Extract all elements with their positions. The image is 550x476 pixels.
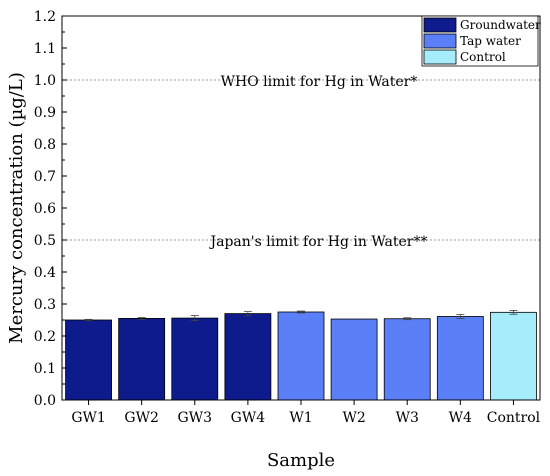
y-tick-label: 1.2 [34,9,56,25]
y-axis: 0.0 0.1 0.2 0.3 0.4 0.5 0.6 0.7 0.8 0.9 1.0 1.1 1.2 [34,9,67,409]
bar-control [490,311,537,401]
bar-w4 [436,316,484,401]
x-axis: GW1 GW2 GW3 GW4 W1 W2 W3 W4 Control [71,400,541,426]
bars [65,311,537,401]
legend-label-groundwater: Groundwater [460,18,541,32]
x-axis-title: Sample [267,450,335,471]
y-tick-label: 0.5 [34,233,56,249]
x-tick-label-control: Control [487,410,541,426]
y-tick-label: 0.7 [34,169,56,185]
y-tick-label: 0.3 [34,297,56,313]
x-tick-label-w1: W1 [289,410,312,426]
y-tick-label: 0.0 [34,393,56,409]
reference-line-label-0: WHO limit for Hg in Water* [221,74,418,90]
error-bar-gw1 [84,318,93,322]
reference-lines: WHO limit for Hg in Water* Japan's limit … [62,74,540,250]
error-bar-gw2 [137,317,146,320]
bar-gw3 [171,317,219,401]
bar-gw2 [118,317,166,401]
y-tick-label: 0.8 [34,137,56,153]
y-tick-label: 1.0 [34,73,56,89]
legend-label-control: Control [460,50,506,64]
x-tick-label-gw3: GW3 [178,410,212,426]
y-tick-label: 0.6 [34,201,56,217]
y-tick-label: 0.1 [34,361,56,377]
y-axis-title: Mercury concentration (µg/L) [6,72,27,344]
legend-swatch-groundwater [423,17,457,33]
error-bar-control [509,309,518,315]
error-bar-w4 [456,314,465,319]
error-bar-w1 [297,310,305,314]
x-tick-label-gw2: GW2 [124,410,158,426]
legend-swatch-control [423,49,457,65]
error-bar-w3 [403,317,412,321]
x-tick-label-gw1: GW1 [71,410,105,426]
y-tick-label: 0.2 [34,329,56,345]
bar-w3 [383,318,431,401]
bar-w1 [277,311,325,401]
y-tick-label: 0.4 [34,265,56,281]
legend-swatch-tap-water [423,33,457,49]
bar-w2 [330,318,378,401]
reference-line-label-1: Japan's limit for Hg in Water** [209,234,428,250]
error-bar-gw3 [190,315,199,322]
y-tick-label: 0.9 [34,105,56,121]
bar-gw1 [65,319,112,401]
legend-label-tap-water: Tap water [460,34,521,48]
x-tick-label-w2: W2 [342,410,365,426]
y-tick-label: 1.1 [34,41,56,57]
x-tick-label-w4: W4 [449,410,472,426]
bar-gw4 [224,313,272,401]
x-tick-label-gw4: GW4 [231,410,266,426]
error-bar-gw4 [243,310,252,317]
legend: Groundwater Tap water Control [421,15,541,67]
error-bars [84,309,518,322]
x-tick-label-w3: W3 [396,410,419,426]
